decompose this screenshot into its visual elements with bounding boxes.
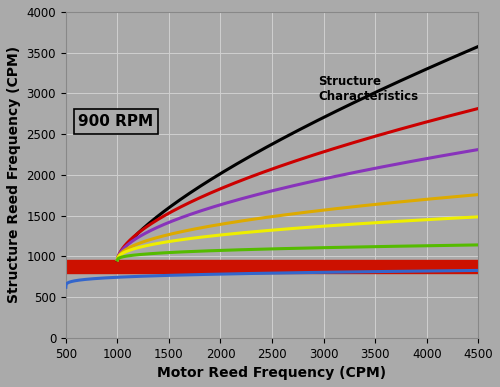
Y-axis label: Structure Reed Frequency (CPM): Structure Reed Frequency (CPM) (7, 46, 21, 303)
Text: 900 RPM: 900 RPM (78, 114, 154, 129)
X-axis label: Motor Reed Frequency (CPM): Motor Reed Frequency (CPM) (158, 366, 386, 380)
Text: Structure
Characteristics: Structure Characteristics (318, 75, 418, 103)
Bar (66, 260, 478, 272)
